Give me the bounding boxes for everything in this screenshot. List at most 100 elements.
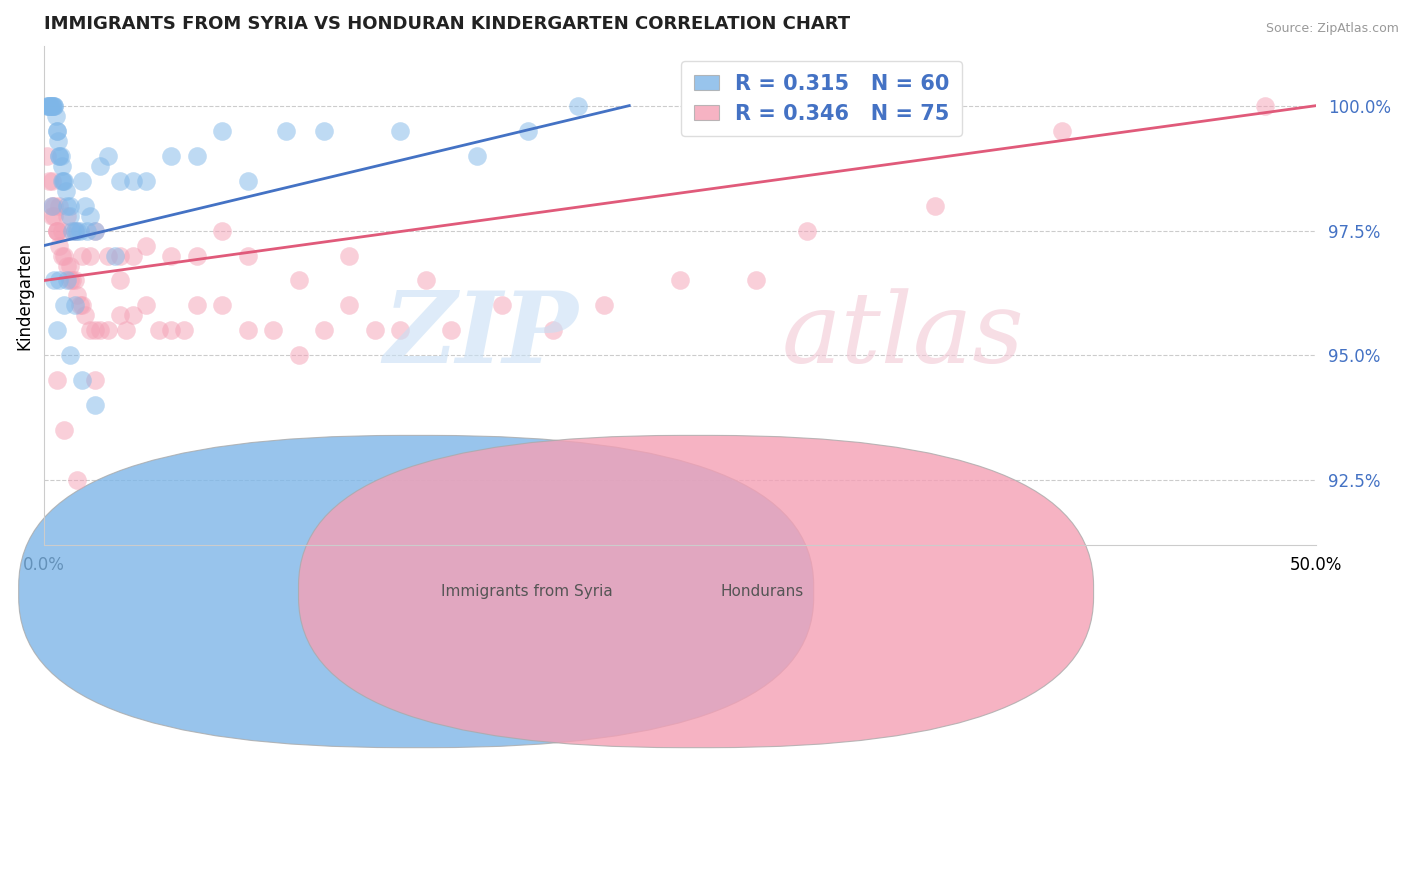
Point — [389, 123, 412, 137]
Point — [45, 123, 67, 137]
Point — [160, 248, 183, 262]
Text: Source: ZipAtlas.com: Source: ZipAtlas.com — [1265, 22, 1399, 36]
Point — [41, 98, 63, 112]
Point — [42, 98, 65, 112]
Point — [364, 323, 387, 337]
Legend: R = 0.315   N = 60, R = 0.346   N = 75: R = 0.315 N = 60, R = 0.346 N = 75 — [682, 61, 962, 136]
Point — [110, 309, 132, 323]
Text: atlas: atlas — [782, 288, 1025, 383]
Y-axis label: Kindergarten: Kindergarten — [15, 242, 32, 350]
Point — [63, 223, 86, 237]
Point — [49, 148, 72, 162]
Point — [84, 223, 107, 237]
Point — [796, 223, 818, 237]
Point — [312, 123, 335, 137]
Point — [44, 98, 66, 112]
Point — [72, 248, 94, 262]
Point — [110, 273, 132, 287]
Point — [45, 123, 67, 137]
Point — [79, 248, 101, 262]
Point — [72, 298, 94, 312]
Text: Hondurans: Hondurans — [721, 583, 804, 599]
Point — [51, 159, 73, 173]
Point — [236, 323, 259, 337]
Point — [48, 238, 70, 252]
Point — [37, 98, 59, 112]
Point — [55, 184, 77, 198]
Point — [186, 298, 208, 312]
Point — [69, 298, 91, 312]
Point — [262, 323, 284, 337]
Text: ZIP: ZIP — [384, 287, 578, 384]
Point — [135, 173, 157, 187]
Point — [1050, 123, 1073, 137]
Point — [56, 273, 79, 287]
Point — [38, 173, 60, 187]
Point — [48, 198, 70, 212]
Point — [52, 173, 75, 187]
Point — [45, 109, 67, 123]
Point — [312, 323, 335, 337]
Point — [69, 223, 91, 237]
Point — [465, 148, 488, 162]
Text: IMMIGRANTS FROM SYRIA VS HONDURAN KINDERGARTEN CORRELATION CHART: IMMIGRANTS FROM SYRIA VS HONDURAN KINDER… — [44, 15, 851, 33]
Point — [44, 209, 66, 223]
Point — [287, 273, 309, 287]
Point — [84, 373, 107, 387]
Point — [79, 323, 101, 337]
Point — [63, 298, 86, 312]
Point — [58, 198, 80, 212]
Point — [48, 273, 70, 287]
Point — [148, 323, 170, 337]
Point — [415, 273, 437, 287]
Point — [41, 209, 63, 223]
Point — [186, 148, 208, 162]
Point — [41, 198, 63, 212]
Point — [135, 298, 157, 312]
Point — [45, 323, 67, 337]
Point — [53, 248, 76, 262]
Point — [84, 223, 107, 237]
Point — [236, 248, 259, 262]
Point — [38, 98, 60, 112]
Point — [56, 198, 79, 212]
Point — [89, 323, 111, 337]
Point — [160, 148, 183, 162]
Point — [48, 148, 70, 162]
Point — [45, 223, 67, 237]
Point — [53, 424, 76, 438]
Point — [60, 223, 83, 237]
Point — [135, 238, 157, 252]
Point — [924, 198, 946, 212]
FancyBboxPatch shape — [298, 435, 1094, 747]
Point — [491, 298, 513, 312]
Point — [669, 273, 692, 287]
Point — [516, 123, 538, 137]
Point — [56, 209, 79, 223]
Point — [173, 323, 195, 337]
Point — [53, 173, 76, 187]
Point — [41, 173, 63, 187]
Point — [745, 273, 768, 287]
Point — [97, 248, 120, 262]
Point — [211, 298, 233, 312]
Point — [1254, 98, 1277, 112]
Point — [592, 298, 614, 312]
Point — [287, 348, 309, 362]
FancyBboxPatch shape — [18, 435, 814, 747]
Point — [122, 173, 145, 187]
Point — [79, 209, 101, 223]
Text: Immigrants from Syria: Immigrants from Syria — [441, 583, 613, 599]
Point — [122, 309, 145, 323]
Point — [41, 98, 63, 112]
Point — [44, 198, 66, 212]
Point — [339, 248, 361, 262]
Point — [89, 159, 111, 173]
Point — [51, 173, 73, 187]
Point — [66, 223, 89, 237]
Point — [45, 223, 67, 237]
Point — [51, 248, 73, 262]
Point — [35, 148, 58, 162]
Point — [567, 98, 589, 112]
Point — [63, 273, 86, 287]
